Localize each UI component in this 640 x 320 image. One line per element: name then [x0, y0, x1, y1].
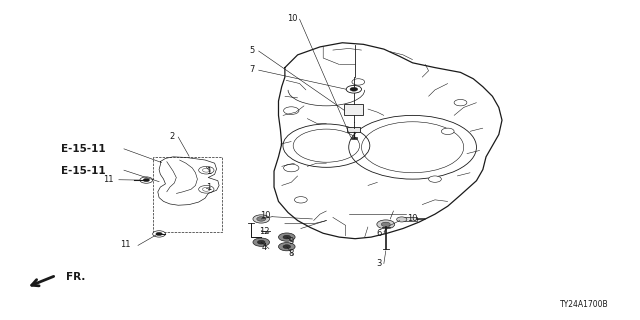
- Text: 2: 2: [169, 132, 175, 140]
- Text: 10: 10: [260, 211, 271, 220]
- Circle shape: [284, 164, 299, 172]
- Text: 8: 8: [289, 250, 294, 259]
- Circle shape: [156, 232, 163, 236]
- Circle shape: [140, 177, 153, 183]
- Text: 9: 9: [289, 237, 294, 246]
- Circle shape: [257, 217, 266, 221]
- Text: 12: 12: [259, 227, 269, 236]
- Circle shape: [284, 107, 299, 115]
- Circle shape: [429, 176, 442, 182]
- Bar: [403, 217, 417, 221]
- Circle shape: [442, 128, 454, 134]
- Text: 6: 6: [377, 229, 382, 238]
- Circle shape: [283, 245, 291, 249]
- Text: TY24A1700B: TY24A1700B: [559, 300, 608, 309]
- Bar: [351, 137, 357, 139]
- Circle shape: [257, 240, 265, 244]
- Circle shape: [278, 243, 295, 251]
- Circle shape: [153, 231, 166, 237]
- Circle shape: [283, 235, 291, 239]
- Text: E-15-11: E-15-11: [61, 166, 106, 176]
- Circle shape: [253, 238, 269, 246]
- Text: 1: 1: [205, 183, 211, 192]
- Circle shape: [198, 186, 214, 193]
- Circle shape: [294, 197, 307, 203]
- Bar: [348, 127, 360, 132]
- Text: 11: 11: [120, 240, 131, 249]
- Text: 3: 3: [377, 259, 382, 268]
- Text: 10: 10: [407, 214, 418, 223]
- Circle shape: [278, 233, 295, 241]
- Circle shape: [352, 79, 365, 85]
- Bar: [153, 157, 221, 232]
- Bar: [344, 104, 364, 116]
- Circle shape: [253, 215, 269, 223]
- Text: 10: 10: [287, 14, 297, 23]
- Circle shape: [198, 166, 214, 174]
- Text: 5: 5: [249, 45, 254, 55]
- Circle shape: [397, 217, 407, 222]
- Text: 11: 11: [103, 175, 113, 184]
- Circle shape: [350, 87, 358, 91]
- Text: 7: 7: [249, 65, 254, 74]
- Text: FR.: FR.: [66, 272, 85, 282]
- Text: 1: 1: [205, 167, 211, 176]
- Circle shape: [381, 222, 390, 227]
- Text: E-15-11: E-15-11: [61, 144, 106, 154]
- Text: 4: 4: [262, 243, 267, 252]
- Circle shape: [377, 220, 395, 229]
- Circle shape: [454, 100, 467, 106]
- Circle shape: [143, 179, 150, 182]
